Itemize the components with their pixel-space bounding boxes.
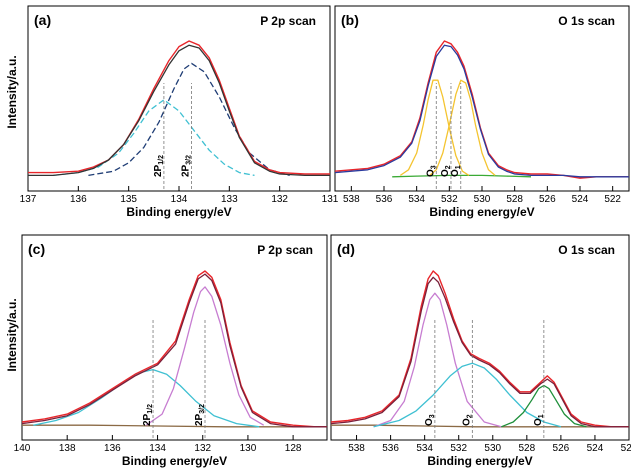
panel-frame (334, 5, 630, 192)
panel-label: (a) (34, 12, 51, 28)
series-envelope (21, 273, 327, 428)
x-tick-label: 140 (14, 443, 31, 454)
x-tick-label: 131 (322, 194, 339, 205)
x-tick-label: 530 (484, 443, 501, 454)
x-tick-label: 532 (450, 443, 467, 454)
x-axis-label: Binding energy/eV (126, 205, 231, 219)
x-tick-label: 133 (221, 194, 238, 205)
x-tick-label: 526 (553, 443, 570, 454)
series-background (392, 174, 532, 178)
chart-title: P 2p scan (257, 243, 313, 257)
x-tick-label: 524 (572, 194, 589, 205)
panel-d: (d) O 1s scan 538 536 534 532 530 528 526 524 522 B… (330, 234, 631, 468)
x-tick-label: 526 (539, 194, 556, 205)
x-tick-label: 130 (240, 443, 257, 454)
x-tick-label: 534 (416, 443, 433, 454)
x-tick-label: 522 (604, 194, 621, 205)
series-component-O2 (373, 362, 562, 428)
x-tick-label: 134 (171, 194, 188, 205)
x-tick-label: 530 (474, 194, 491, 205)
x-tick-label: 136 (104, 443, 121, 454)
x-tick-label: 528 (518, 443, 535, 454)
x-axis-label: Binding energy/eV (429, 205, 534, 219)
series-component-O1 (429, 79, 496, 176)
panel-frame (27, 5, 331, 192)
series-component-2P12 (53, 99, 255, 177)
series-raw (21, 270, 327, 428)
peak-label: O2 (461, 414, 473, 426)
series-envelope (330, 276, 629, 428)
series-component-O3 (373, 292, 502, 428)
series-raw (330, 270, 629, 428)
x-tick-label: 532 (441, 194, 458, 205)
x-tick-label: 524 (587, 443, 604, 454)
x-tick-label: 536 (382, 443, 399, 454)
panel-frame (21, 234, 328, 441)
peak-label: O3 (424, 414, 436, 426)
panel-a: (a) P 2p scan 137 136 135 134 133 132 131 Binding… (20, 5, 339, 219)
peak-label: O1 (533, 414, 545, 426)
panel-c: (c) P 2p scan 140 138 136 134 132 130 128 Binding… (14, 234, 328, 468)
panel-label: (c) (28, 241, 45, 257)
x-tick-label: 522 (621, 443, 631, 454)
x-axis-label: Binding energy/eV (122, 454, 227, 468)
x-tick-label: 132 (194, 443, 211, 454)
panel-frame (330, 234, 630, 441)
series-raw (334, 40, 629, 179)
peak-label: O3 (425, 165, 437, 177)
chart-title: P 2p scan (260, 14, 316, 28)
chart-title: O 1s scan (558, 243, 615, 257)
x-tick-label: 138 (59, 443, 76, 454)
x-tick-label: 137 (20, 194, 37, 205)
series-envelope (28, 44, 330, 177)
y-axis-label-bottom: Intensity/a.u. (5, 298, 19, 371)
x-tick-label: 538 (348, 443, 365, 454)
peak-label: 2P3/2 (194, 404, 206, 426)
x-tick-label: 135 (120, 194, 137, 205)
x-tick-label: 536 (376, 194, 393, 205)
x-axis-label: Binding energy/eV (427, 454, 532, 468)
series-raw (28, 40, 330, 175)
x-tick-label: 538 (343, 194, 360, 205)
x-tick-label: 528 (506, 194, 523, 205)
series-component-O3 (399, 79, 470, 176)
x-tick-label: 136 (70, 194, 87, 205)
y-axis-label-top: Intensity/a.u. (5, 55, 19, 128)
x-tick-label: 128 (285, 443, 302, 454)
series-background (331, 424, 629, 428)
peak-label: O2 (440, 165, 452, 177)
panel-label: (d) (337, 241, 355, 257)
peak-label: 2P1/2 (153, 155, 165, 177)
series-component-2P12 (33, 368, 260, 428)
series-component-2P32 (145, 286, 265, 426)
panel-b: (b) O 1s scan 538 536 534 532 530 528 526 524 522 B… (334, 5, 630, 219)
peak-label: O1 (450, 165, 462, 177)
x-tick-label: 134 (149, 443, 166, 454)
x-tick-label: 534 (408, 194, 425, 205)
x-tick-label: 132 (271, 194, 288, 205)
peak-label: 2P3/2 (181, 155, 193, 177)
peak-label: 2P1/2 (142, 404, 154, 426)
chart-title: O 1s scan (558, 14, 615, 28)
series-envelope (334, 44, 629, 178)
panel-label: (b) (341, 12, 359, 28)
